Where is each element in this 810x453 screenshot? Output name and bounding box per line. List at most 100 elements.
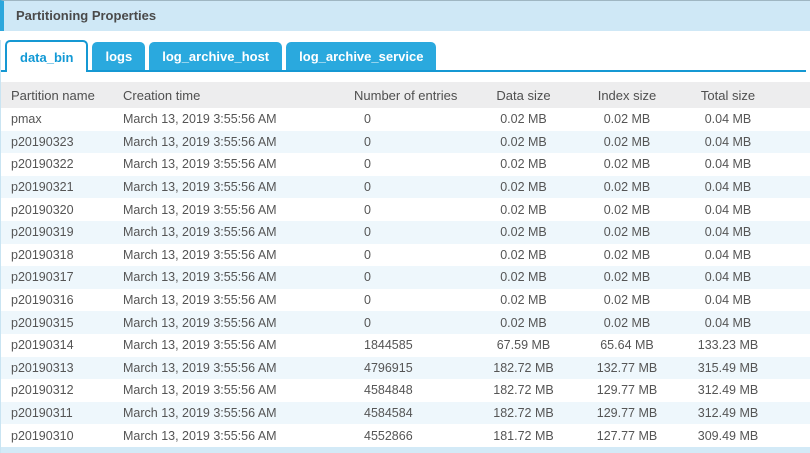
cell-index-size: 0.02 MB: [603, 315, 651, 330]
cell-partition-name: p20190313: [11, 360, 74, 375]
cell-number-of-entries: 1844585: [364, 338, 413, 353]
cell-number-of-entries: 0: [364, 112, 371, 127]
tab-log_archive_service[interactable]: log_archive_service: [286, 42, 437, 70]
cell-total-size: 312.49 MB: [697, 383, 759, 398]
cell-index-size: 0.02 MB: [603, 247, 651, 262]
cell-index-size: 127.77 MB: [596, 428, 658, 443]
cell-creation-time: March 13, 2019 3:55:56 AM: [123, 157, 277, 172]
cell-index-size: 65.64 MB: [600, 338, 654, 353]
cell-data-size: 0.02 MB: [500, 157, 547, 172]
cell-index-size: 132.77 MB: [596, 360, 658, 375]
table-header: Partition name Creation time Number of e…: [1, 82, 810, 108]
cell-partition-name: p20190310: [11, 428, 74, 443]
cell-total-size: 312.49 MB: [697, 406, 759, 421]
cell-spacer: [783, 424, 810, 447]
cell-number-of-entries: 4796915: [364, 360, 413, 375]
cell-number-of-entries: 0: [364, 180, 371, 195]
cell-spacer: [783, 379, 810, 402]
cell-partition-name: p20190322: [11, 157, 74, 172]
cell-number-of-entries: 4552866: [364, 428, 413, 443]
panel-title: Partitioning Properties: [16, 8, 157, 23]
cell-total-size: 133.23 MB: [697, 338, 759, 353]
column-header-index-size: Index size: [581, 82, 673, 108]
table-row: p20190319 March 13, 2019 3:55:56 AM 0 0.…: [1, 220, 810, 244]
cell-data-size: 67.59 MB: [496, 338, 551, 353]
cell-spacer: [783, 108, 810, 131]
partitions-table: Partition name Creation time Number of e…: [1, 82, 810, 447]
column-header-spacer: [783, 82, 810, 108]
cell-creation-time: March 13, 2019 3:55:56 AM: [123, 225, 277, 240]
table-row: pmax March 13, 2019 3:55:56 AM 0 0.02 MB…: [1, 108, 810, 131]
cell-total-size: 0.04 MB: [704, 315, 752, 330]
cell-creation-time: March 13, 2019 3:55:56 AM: [123, 247, 277, 262]
cell-spacer: [783, 266, 810, 289]
cell-partition-name: p20190320: [11, 202, 74, 217]
cell-total-size: 315.49 MB: [697, 360, 759, 375]
cell-partition-name: p20190314: [11, 338, 74, 353]
cell-total-size: 309.49 MB: [697, 428, 759, 443]
next-row-partial-strip: [1, 446, 810, 453]
cell-data-size: 0.02 MB: [500, 293, 547, 308]
tab-logs[interactable]: logs: [92, 42, 146, 70]
cell-spacer: [783, 357, 810, 380]
table-row: p20190311 March 13, 2019 3:55:56 AM 4584…: [1, 401, 810, 425]
cell-total-size: 0.04 MB: [704, 293, 752, 308]
table-row: p20190313 March 13, 2019 3:55:56 AM 4796…: [1, 356, 810, 380]
cell-data-size: 182.72 MB: [493, 406, 554, 421]
cell-partition-name: p20190323: [11, 134, 74, 149]
cell-number-of-entries: 0: [364, 225, 371, 240]
column-header-total-size: Total size: [673, 82, 783, 108]
table-row: p20190320 March 13, 2019 3:55:56 AM 0 0.…: [1, 198, 810, 221]
column-header-creation-time: Creation time: [113, 82, 346, 108]
panel-title-bar: Partitioning Properties: [0, 0, 810, 31]
cell-data-size: 182.72 MB: [493, 383, 554, 398]
cell-number-of-entries: 0: [364, 247, 371, 262]
table-row: p20190318 March 13, 2019 3:55:56 AM 0 0.…: [1, 244, 810, 267]
cell-partition-name: p20190312: [11, 383, 74, 398]
cell-creation-time: March 13, 2019 3:55:56 AM: [123, 383, 277, 398]
cell-number-of-entries: 0: [364, 315, 371, 330]
cell-number-of-entries: 0: [364, 134, 371, 149]
cell-total-size: 0.04 MB: [704, 180, 752, 195]
cell-total-size: 0.04 MB: [704, 134, 752, 149]
cell-total-size: 0.04 MB: [704, 247, 752, 262]
cell-creation-time: March 13, 2019 3:55:56 AM: [123, 202, 277, 217]
cell-spacer: [783, 198, 810, 221]
cell-creation-time: March 13, 2019 3:55:56 AM: [123, 406, 277, 421]
cell-partition-name: p20190318: [11, 247, 74, 262]
table-body: pmax March 13, 2019 3:55:56 AM 0 0.02 MB…: [1, 108, 810, 447]
cell-data-size: 0.02 MB: [500, 270, 547, 285]
tab-data_bin[interactable]: data_bin: [5, 40, 89, 72]
cell-spacer: [783, 221, 810, 244]
column-header-partition-name: Partition name: [1, 82, 113, 108]
cell-spacer: [783, 244, 810, 267]
cell-data-size: 181.72 MB: [493, 428, 554, 443]
cell-data-size: 182.72 MB: [493, 360, 554, 375]
column-header-number-of-entries: Number of entries: [346, 82, 466, 108]
cell-spacer: [783, 131, 810, 154]
cell-partition-name: p20190311: [11, 406, 73, 421]
cell-spacer: [783, 311, 810, 334]
table-row: p20190315 March 13, 2019 3:55:56 AM 0 0.…: [1, 311, 810, 334]
table-row: p20190314 March 13, 2019 3:55:56 AM 1844…: [1, 334, 810, 357]
cell-data-size: 0.02 MB: [500, 315, 547, 330]
cell-total-size: 0.04 MB: [704, 202, 752, 217]
cell-index-size: 129.77 MB: [596, 383, 658, 398]
table-row: p20190317 March 13, 2019 3:55:56 AM 0 0.…: [1, 266, 810, 289]
cell-spacer: [783, 289, 810, 312]
cell-total-size: 0.04 MB: [704, 225, 752, 240]
cell-number-of-entries: 0: [364, 270, 371, 285]
cell-partition-name: p20190319: [11, 225, 74, 240]
cell-creation-time: March 13, 2019 3:55:56 AM: [123, 293, 277, 308]
cell-data-size: 0.02 MB: [500, 180, 547, 195]
cell-creation-time: March 13, 2019 3:55:56 AM: [123, 428, 277, 443]
cell-spacer: [783, 334, 810, 357]
tab-log_archive_host[interactable]: log_archive_host: [149, 42, 283, 70]
table-row: p20190321 March 13, 2019 3:55:56 AM 0 0.…: [1, 175, 810, 199]
cell-number-of-entries: 0: [364, 157, 371, 172]
cell-partition-name: pmax: [11, 112, 42, 127]
cell-creation-time: March 13, 2019 3:55:56 AM: [123, 360, 277, 375]
cell-creation-time: March 13, 2019 3:55:56 AM: [123, 112, 277, 127]
cell-data-size: 0.02 MB: [500, 134, 547, 149]
